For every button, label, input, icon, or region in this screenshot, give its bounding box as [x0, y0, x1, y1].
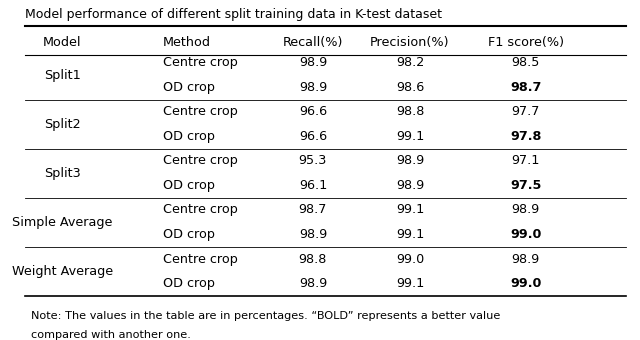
Text: 96.6: 96.6 [299, 105, 327, 118]
Text: 97.5: 97.5 [510, 179, 541, 192]
Text: 98.6: 98.6 [396, 81, 424, 94]
Text: 98.7: 98.7 [299, 203, 327, 217]
Text: 98.9: 98.9 [299, 81, 327, 94]
Text: 98.2: 98.2 [396, 56, 424, 69]
Text: 98.9: 98.9 [299, 228, 327, 241]
Text: 98.8: 98.8 [396, 105, 424, 118]
Text: Precision(%): Precision(%) [371, 36, 450, 49]
Text: Note: The values in the table are in percentages. “BOLD” represents a better val: Note: The values in the table are in per… [31, 310, 500, 321]
Text: 97.1: 97.1 [512, 154, 540, 167]
Text: 97.8: 97.8 [510, 130, 541, 143]
Text: 95.3: 95.3 [299, 154, 327, 167]
Text: 99.1: 99.1 [396, 130, 424, 143]
Text: 98.7: 98.7 [510, 81, 541, 94]
Text: OD crop: OD crop [163, 179, 214, 192]
Text: Centre crop: Centre crop [163, 154, 237, 167]
Text: Split2: Split2 [44, 118, 81, 131]
Text: Centre crop: Centre crop [163, 203, 237, 217]
Text: Centre crop: Centre crop [163, 56, 237, 69]
Text: 99.0: 99.0 [510, 277, 541, 290]
Text: OD crop: OD crop [163, 81, 214, 94]
Text: 96.6: 96.6 [299, 130, 327, 143]
Text: 98.9: 98.9 [396, 154, 424, 167]
Text: Split1: Split1 [44, 69, 81, 82]
Text: 99.1: 99.1 [396, 228, 424, 241]
Text: OD crop: OD crop [163, 228, 214, 241]
Text: 99.0: 99.0 [396, 253, 424, 266]
Text: 96.1: 96.1 [299, 179, 327, 192]
Text: 99.1: 99.1 [396, 277, 424, 290]
Text: Simple Average: Simple Average [12, 216, 113, 229]
Text: 97.7: 97.7 [512, 105, 540, 118]
Text: 98.8: 98.8 [299, 253, 327, 266]
Text: Centre crop: Centre crop [163, 105, 237, 118]
Text: 99.0: 99.0 [510, 228, 541, 241]
Text: F1 score(%): F1 score(%) [488, 36, 564, 49]
Text: 99.1: 99.1 [396, 203, 424, 217]
Text: Model performance of different split training data in K-test dataset: Model performance of different split tra… [25, 8, 442, 21]
Text: 98.9: 98.9 [396, 179, 424, 192]
Text: OD crop: OD crop [163, 130, 214, 143]
Text: 98.9: 98.9 [299, 277, 327, 290]
Text: OD crop: OD crop [163, 277, 214, 290]
Text: Recall(%): Recall(%) [283, 36, 343, 49]
Text: 98.9: 98.9 [512, 253, 540, 266]
Text: Centre crop: Centre crop [163, 253, 237, 266]
Text: Method: Method [163, 36, 211, 49]
Text: compared with another one.: compared with another one. [31, 330, 191, 340]
Text: 98.9: 98.9 [299, 56, 327, 69]
Text: Model: Model [43, 36, 82, 49]
Text: Split3: Split3 [44, 167, 81, 180]
Text: Weight Average: Weight Average [12, 265, 113, 278]
Text: 98.9: 98.9 [512, 203, 540, 217]
Text: 98.5: 98.5 [512, 56, 540, 69]
